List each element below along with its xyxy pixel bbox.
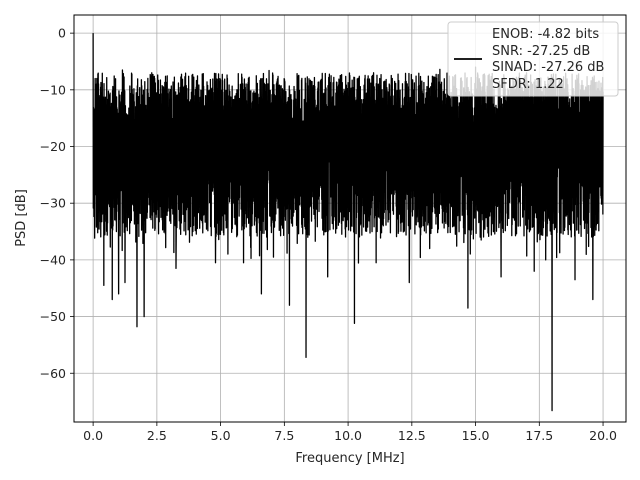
y-tick-label: −50 [40, 309, 66, 324]
x-axis-ticks: 0.0 2.5 5.0 7.5 10.0 12.5 15.0 17.5 20.0 [83, 422, 617, 443]
x-tick-label: 7.5 [274, 428, 294, 443]
x-tick-label: 10.0 [334, 428, 362, 443]
legend: ENOB: -4.82 bits SNR: -27.25 dB SINAD: -… [447, 21, 619, 97]
x-tick-label: 15.0 [462, 428, 490, 443]
y-axis-label: PSD [dB] [14, 189, 29, 247]
legend-enob: ENOB: -4.82 bits [492, 27, 599, 42]
plot-area [92, 33, 604, 412]
y-tick-label: −20 [40, 139, 66, 154]
x-tick-label: 20.0 [589, 428, 617, 443]
x-tick-label: 12.5 [398, 428, 426, 443]
y-tick-label: −60 [40, 366, 66, 381]
legend-box [447, 21, 619, 97]
legend-snr: SNR: -27.25 dB [492, 44, 590, 59]
y-tick-label: −40 [40, 252, 66, 267]
series-layer [92, 33, 604, 412]
x-axis-label: Frequency [MHz] [295, 451, 404, 466]
x-tick-label: 0.0 [83, 428, 103, 443]
x-tick-label: 17.5 [525, 428, 553, 443]
x-tick-label: 5.0 [211, 428, 231, 443]
plot-frame [73, 14, 627, 423]
y-axis-ticks: 0 −10 −20 −30 −40 −50 −60 [40, 26, 74, 381]
y-tick-label: −10 [40, 82, 66, 97]
legend-sfdr: SFDR: 1.22 [492, 77, 564, 92]
y-tick-label: −30 [40, 196, 66, 211]
psd-series-line [92, 33, 604, 412]
legend-sinad: SINAD: -27.26 dB [492, 60, 604, 75]
y-tick-label: 0 [58, 26, 66, 41]
x-tick-label: 2.5 [147, 428, 167, 443]
